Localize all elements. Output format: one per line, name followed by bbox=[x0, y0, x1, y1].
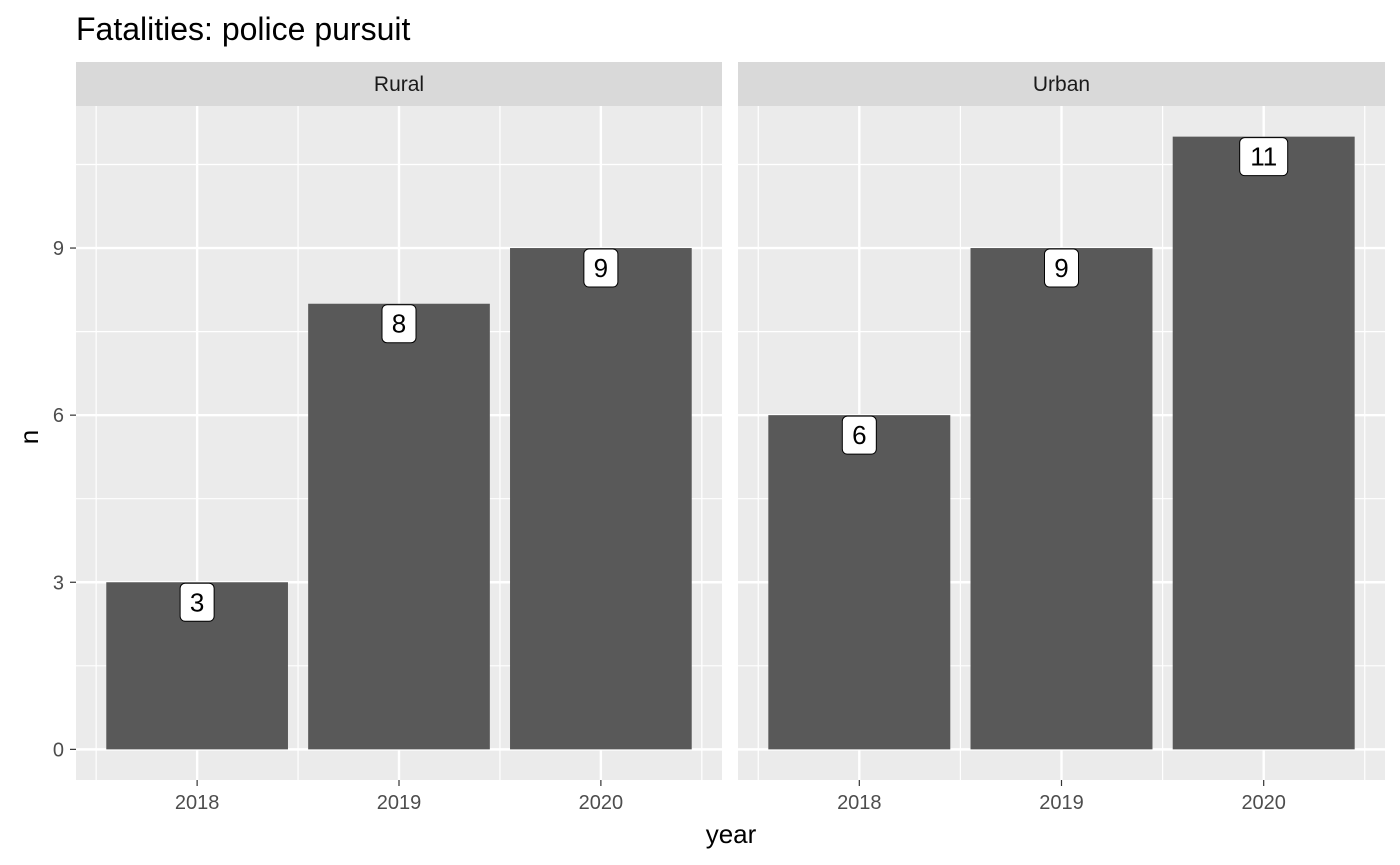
x-tick-label: 2019 bbox=[1039, 792, 1084, 814]
x-tick-label: 2020 bbox=[579, 792, 624, 814]
data-label: 8 bbox=[392, 309, 406, 339]
bar-urban-2019 bbox=[970, 248, 1153, 750]
data-label-box bbox=[1239, 137, 1289, 177]
bar-urban-2018 bbox=[768, 415, 951, 750]
data-label: 6 bbox=[852, 420, 866, 450]
data-label: 9 bbox=[1054, 253, 1068, 283]
data-label-box bbox=[179, 582, 215, 622]
bar-rural-2020 bbox=[510, 248, 692, 750]
x-tick-label: 2020 bbox=[1241, 792, 1286, 814]
strip-urban bbox=[738, 62, 1385, 106]
y-axis-title: n bbox=[14, 430, 44, 444]
strip-label-urban: Urban bbox=[1033, 73, 1090, 96]
strip-rural bbox=[76, 62, 722, 106]
panel-rural: Rural 3 8 9 2018 2019 2020 bbox=[76, 62, 722, 814]
data-label-box bbox=[1044, 248, 1079, 288]
bar-rural-2019 bbox=[308, 303, 490, 750]
y-tick-label: 9 bbox=[53, 238, 64, 260]
x-tick-label: 2018 bbox=[837, 792, 882, 814]
panel-urban: Urban 6 9 11 2018 2019 2020 bbox=[738, 62, 1385, 814]
data-label: 3 bbox=[190, 587, 204, 617]
y-tick-label: 3 bbox=[53, 572, 64, 594]
panels: Rural 3 8 9 2018 2019 2020 Urban 6 9 11 2018 2019 202… bbox=[76, 62, 1385, 814]
y-axis: 0 3 6 9 bbox=[53, 238, 76, 761]
data-label: 11 bbox=[1250, 142, 1277, 172]
data-label: 9 bbox=[594, 253, 608, 283]
bar-urban-2020 bbox=[1172, 136, 1355, 750]
x-tick-label: 2018 bbox=[175, 792, 220, 814]
y-tick-label: 6 bbox=[53, 405, 64, 427]
data-label-box bbox=[381, 304, 417, 344]
data-label-box bbox=[583, 248, 619, 288]
x-axis-title: year bbox=[706, 819, 757, 849]
data-label-box bbox=[841, 415, 877, 455]
chart-title: Fatalities: police pursuit bbox=[76, 11, 410, 47]
strip-label-rural: Rural bbox=[374, 73, 424, 96]
y-tick-label: 0 bbox=[53, 739, 64, 761]
x-tick-label: 2019 bbox=[377, 792, 422, 814]
